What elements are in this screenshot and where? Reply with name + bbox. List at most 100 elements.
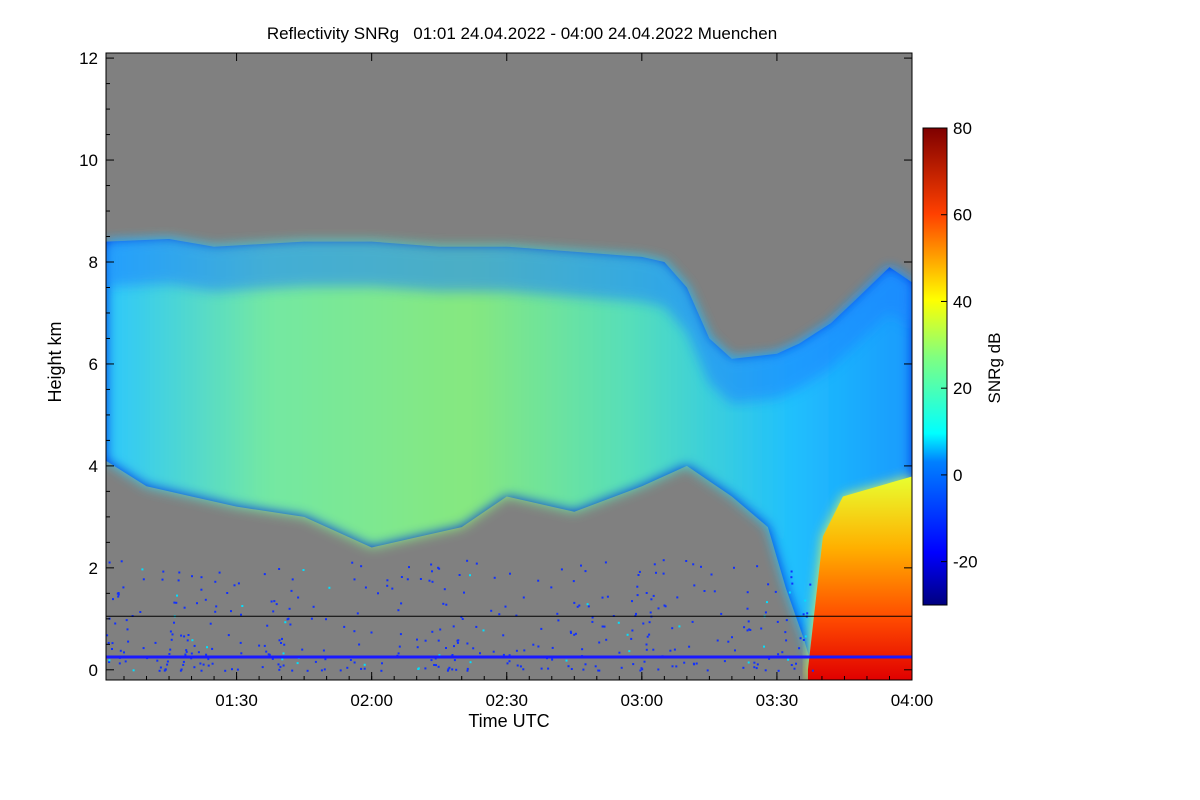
speckle — [123, 651, 125, 654]
colorbar-label: SNRg dB — [985, 333, 1004, 404]
speckle — [747, 620, 750, 623]
reflectivity-echo — [106, 239, 912, 680]
speckle — [631, 629, 634, 632]
speckle — [193, 666, 196, 669]
speckle — [662, 572, 665, 575]
colorbar-tick-label: 0 — [953, 466, 962, 485]
speckle — [508, 654, 511, 657]
speckle — [183, 606, 186, 609]
speckle — [570, 668, 573, 670]
x-tick-label: 01:30 — [215, 691, 258, 710]
speckle — [142, 578, 145, 581]
colorbar-tick-label: -20 — [953, 553, 978, 572]
speckle — [572, 580, 575, 583]
speckle — [788, 591, 791, 594]
speckle — [460, 615, 463, 618]
speckle — [301, 648, 304, 651]
speckle — [240, 652, 243, 655]
speckle — [799, 637, 802, 640]
speckle — [381, 662, 383, 665]
speckle — [631, 600, 633, 603]
colorbar-tick-label: 80 — [953, 119, 972, 138]
speckle — [663, 604, 666, 607]
speckle — [435, 664, 437, 667]
speckle — [650, 598, 653, 601]
colorbar-tick-label: 40 — [953, 292, 972, 311]
speckle — [124, 660, 127, 663]
speckle — [584, 663, 587, 666]
speckle — [442, 602, 445, 605]
speckle — [700, 565, 702, 568]
speckle — [227, 634, 230, 637]
speckle — [652, 648, 655, 651]
speckle — [430, 563, 433, 566]
speckle — [437, 639, 440, 642]
speckle — [764, 669, 767, 672]
speckle — [117, 595, 120, 598]
speckle — [456, 641, 459, 644]
speckle — [502, 653, 505, 656]
speckle — [784, 631, 787, 634]
speckle — [230, 610, 232, 613]
speckle — [204, 598, 207, 601]
speckle — [207, 664, 210, 667]
speckle — [767, 583, 770, 586]
speckle — [523, 649, 526, 652]
speckle — [776, 620, 779, 623]
speckle — [447, 668, 450, 671]
speckle — [642, 622, 645, 625]
speckle — [710, 573, 713, 576]
speckle — [353, 630, 356, 633]
speckle — [438, 654, 441, 657]
speckle — [746, 607, 749, 610]
speckle — [604, 561, 607, 564]
speckle — [186, 639, 189, 642]
speckle — [107, 641, 110, 644]
speckle — [119, 649, 122, 652]
speckle — [211, 662, 214, 665]
speckle — [448, 666, 451, 669]
speckle — [118, 662, 121, 665]
speckle — [573, 633, 576, 636]
speckle — [502, 634, 505, 637]
speckle — [431, 570, 433, 573]
speckle — [273, 600, 276, 603]
speckle — [364, 586, 367, 589]
speckle — [790, 576, 793, 579]
speckle — [377, 592, 379, 595]
plot-frame — [105, 52, 913, 681]
speckle — [645, 648, 648, 651]
speckle — [353, 578, 356, 581]
speckle — [265, 650, 268, 653]
speckle — [515, 649, 518, 652]
speckle — [482, 629, 485, 632]
speckle — [676, 596, 679, 599]
speckle — [278, 668, 281, 671]
speckle — [733, 566, 735, 569]
speckle — [683, 661, 686, 664]
speckle — [591, 616, 594, 619]
speckle — [578, 604, 581, 607]
speckle — [226, 592, 229, 594]
speckle — [406, 578, 409, 581]
speckle — [641, 668, 644, 671]
speckle — [811, 669, 814, 672]
speckle — [598, 641, 601, 644]
speckle — [774, 590, 777, 593]
speckle — [620, 666, 623, 669]
speckle — [508, 660, 511, 663]
speckle — [574, 632, 577, 635]
speckle — [498, 613, 501, 616]
speckle — [457, 639, 460, 642]
speckle — [281, 658, 284, 661]
speckle — [281, 637, 283, 640]
speckle — [419, 578, 422, 580]
y-axis: 0 2 4 6 8 10 12 — [79, 49, 912, 680]
speckle — [356, 612, 359, 615]
speckle — [640, 667, 643, 670]
speckle — [437, 566, 440, 569]
speckle — [451, 668, 454, 671]
speckle — [258, 644, 261, 647]
speckle — [551, 646, 554, 649]
speckle — [397, 652, 400, 655]
